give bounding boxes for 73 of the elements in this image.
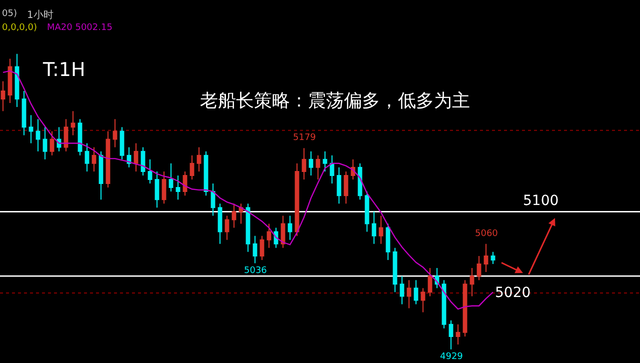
text: 老船长策略：震荡偏多，低多为主 xyxy=(200,90,470,112)
annotation: T:1H xyxy=(42,59,86,81)
ref-line-label: 5020 xyxy=(495,285,531,301)
candlestick xyxy=(420,288,426,313)
candlestick xyxy=(168,162,174,192)
annotation: 1小时 xyxy=(27,9,54,21)
candlestick xyxy=(386,223,390,260)
annotation: 5179 xyxy=(293,133,316,143)
candlestick xyxy=(252,235,258,264)
annotation: MA20 5002.15 xyxy=(47,23,112,33)
candlestick xyxy=(288,215,292,240)
candlestick xyxy=(330,154,334,184)
candlestick xyxy=(196,146,202,172)
candlestick xyxy=(260,235,264,260)
candlestick xyxy=(106,130,110,188)
candlestick xyxy=(112,118,118,148)
candlestick xyxy=(162,170,166,204)
candlestick xyxy=(126,146,132,168)
candlestick xyxy=(294,162,300,236)
candlestick xyxy=(484,243,488,273)
candlestick xyxy=(378,215,384,244)
candlestick xyxy=(84,142,90,172)
candlestick xyxy=(280,215,286,248)
candlestick xyxy=(308,150,314,176)
candlestick xyxy=(476,255,482,281)
candlestick xyxy=(0,80,6,112)
candlestick xyxy=(70,110,76,136)
candlestick xyxy=(134,142,138,172)
candlestick xyxy=(406,280,412,309)
candlestick xyxy=(462,280,468,337)
candlestick xyxy=(414,280,418,305)
candlestick xyxy=(42,126,48,160)
candlestick xyxy=(316,154,320,180)
candlestick xyxy=(92,146,96,172)
candlestick xyxy=(344,170,348,204)
candlestick xyxy=(490,251,496,264)
candlestick xyxy=(448,320,454,350)
candlestick xyxy=(176,174,180,200)
candlestick xyxy=(8,58,12,104)
candlestick xyxy=(210,183,216,216)
candlestick xyxy=(22,90,26,136)
annotation: 4929 xyxy=(440,352,464,362)
candlestick xyxy=(428,268,432,297)
candlestick xyxy=(456,324,460,345)
candlestick xyxy=(238,203,244,224)
candlestick xyxy=(400,276,404,305)
annotation: 0,0,0,0) xyxy=(2,23,37,33)
candlestick xyxy=(224,215,230,240)
candlestick xyxy=(266,223,272,248)
candlestick xyxy=(148,158,152,184)
ref-line-label: 5100 xyxy=(523,193,559,209)
annotation: 5036 xyxy=(244,266,268,276)
candlestick xyxy=(154,170,160,208)
candlestick xyxy=(470,268,474,297)
candlestick xyxy=(336,166,342,204)
candlestick xyxy=(372,211,376,244)
candlestick xyxy=(98,150,104,200)
candlestick xyxy=(36,118,40,152)
candlestick xyxy=(392,247,398,293)
candlestick xyxy=(50,130,54,156)
candlestick xyxy=(364,191,370,232)
candlestick xyxy=(246,203,250,252)
candlestick xyxy=(232,203,236,228)
candlestick xyxy=(302,148,306,180)
candlestick xyxy=(28,114,34,144)
candlestick xyxy=(120,126,124,160)
candlestick xyxy=(64,118,68,152)
annotation: 05) xyxy=(2,9,17,19)
candlestick xyxy=(322,150,328,172)
annotation: 5060 xyxy=(475,229,498,239)
candlestick xyxy=(218,203,222,244)
candlestick xyxy=(190,154,194,180)
candlestick xyxy=(14,53,20,108)
